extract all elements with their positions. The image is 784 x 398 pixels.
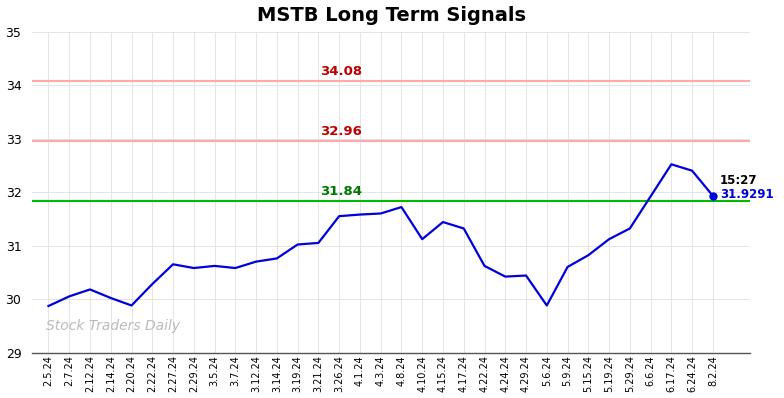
- Title: MSTB Long Term Signals: MSTB Long Term Signals: [256, 6, 525, 25]
- Text: 15:27: 15:27: [720, 174, 757, 187]
- Text: 34.08: 34.08: [320, 65, 362, 78]
- Text: 31.84: 31.84: [320, 185, 361, 198]
- Text: 32.96: 32.96: [320, 125, 361, 138]
- Text: 31.9291: 31.9291: [720, 188, 774, 201]
- Text: Stock Traders Daily: Stock Traders Daily: [46, 319, 180, 333]
- Point: [706, 193, 719, 199]
